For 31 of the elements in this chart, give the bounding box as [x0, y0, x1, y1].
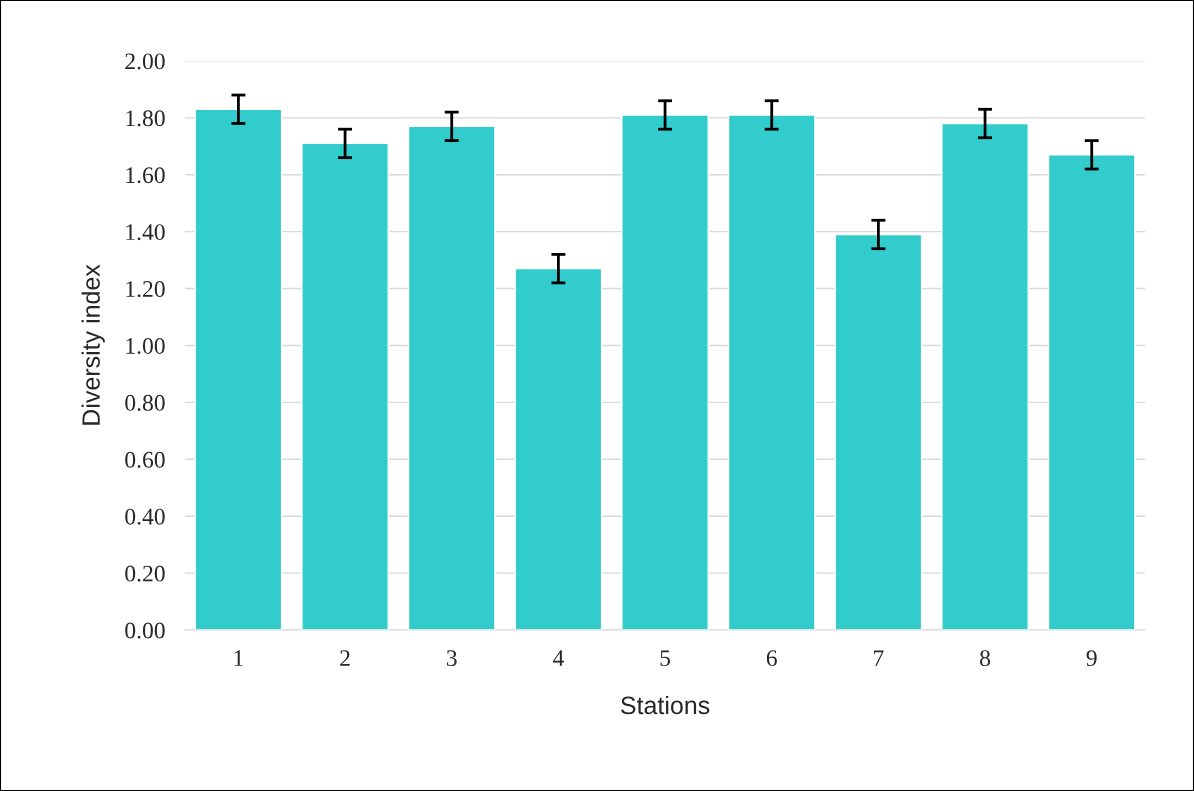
bar — [301, 142, 389, 631]
bar — [621, 114, 709, 631]
bar — [941, 122, 1029, 631]
bar — [407, 125, 496, 631]
y-tick-label: 0.20 — [125, 565, 165, 582]
x-tick-label: 8 — [980, 650, 991, 667]
x-tick-label: 2 — [340, 650, 350, 666]
y-tick-label: 2.00 — [125, 53, 165, 70]
x-tick-label: 1 — [234, 650, 243, 666]
x-tick-label: 5 — [660, 650, 671, 667]
y-tick-label: 0.60 — [125, 451, 165, 468]
x-tick-label: 3 — [446, 650, 457, 667]
x-tick-label: 7 — [874, 650, 884, 666]
x-tick-label: 4 — [552, 650, 564, 666]
y-tick-label: 1.00 — [126, 337, 165, 354]
bar — [194, 108, 283, 631]
bar — [1047, 154, 1136, 631]
bar — [727, 114, 816, 631]
x-tick-label: 6 — [766, 650, 777, 667]
x-axis-title: Stations — [621, 695, 710, 715]
y-tick-label: 1.20 — [126, 281, 165, 298]
y-tick-label: 0.00 — [125, 622, 165, 639]
y-tick-label: 0.40 — [125, 508, 165, 525]
y-tick-label: 1.60 — [126, 167, 165, 184]
bar — [514, 267, 603, 631]
y-tick-label: 1.80 — [126, 110, 165, 127]
x-tick-label: 9 — [1086, 650, 1097, 667]
y-axis-title: Diversity index — [81, 264, 105, 425]
y-tick-label: 0.80 — [125, 394, 165, 411]
bar — [834, 233, 923, 631]
y-tick-label: 1.40 — [126, 224, 165, 241]
